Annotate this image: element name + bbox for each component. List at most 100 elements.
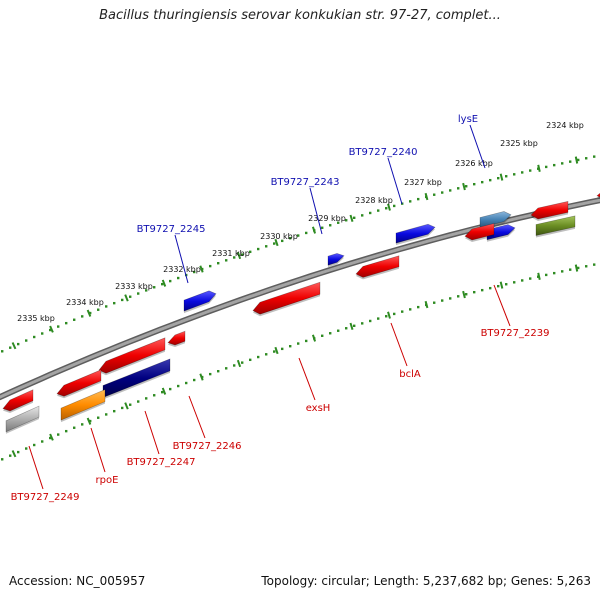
ruler-dot [129,403,132,406]
gene-BT9727_2243-arrow[interactable] [327,253,345,268]
ruler-dot [137,292,140,295]
ruler-dot [105,413,108,416]
ruler-dot [393,312,396,316]
gene-rpoE-arrow[interactable] [60,389,106,423]
ruler-dot [505,283,508,286]
gene-arrow[interactable] [56,369,102,399]
ruler-tick-label: 2334 kbp [66,298,104,307]
ruler-dot [257,247,260,251]
ruler-dot [457,295,460,298]
gene-BT9727_2247-arrow[interactable] [98,337,166,376]
ruler-dot [105,305,108,308]
ruler-tick-label: 2330 kbp [260,232,298,241]
gene-label-lysE[interactable]: lysE [458,114,478,125]
ruler-dot [361,214,364,217]
ruler-dot [545,273,548,277]
ruler-tick [199,265,204,273]
ruler-dot [321,334,324,337]
gene-label-exsH[interactable]: exsH [306,403,331,414]
ruler-tick [424,300,429,309]
ruler-dot [97,308,100,311]
ruler-tick [499,281,504,289]
ruler-dot [185,381,188,385]
ruler-dot [49,436,52,440]
ruler-dot [449,189,452,192]
ruler-dot [49,328,52,332]
ruler-tick-label: 2333 kbp [115,282,153,291]
ruler-dot [521,279,524,282]
gene-label-BT9727_2243[interactable]: BT9727_2243 [271,177,340,188]
gene-leader-line [387,157,403,205]
gene-leader-line [469,124,486,169]
ruler-dot [161,390,164,394]
ruler-tick [86,417,92,425]
gene-leader-line [493,284,511,327]
ruler-dot [305,231,308,235]
ruler-dot [41,332,44,335]
gene-BT9727_2249-arrow[interactable] [5,405,40,434]
ruler-tick [11,342,17,350]
ruler-dot [233,256,236,259]
ruler-tick [274,238,279,247]
gene-arrow[interactable] [535,215,576,238]
gene-label-rpoE[interactable]: rpoE [96,475,119,486]
gene-BT9727_2246-arrow[interactable] [167,330,186,347]
gene-BT9727_2239-arrow[interactable] [464,223,495,243]
gene-label-BT9727_2240[interactable]: BT9727_2240 [349,147,418,158]
ruler-dot [265,245,268,248]
ruler-dot [433,301,436,304]
ruler-dot [169,387,172,391]
gene-label-BT9727_2246[interactable]: BT9727_2246 [173,441,242,452]
ruler-dot [481,180,484,184]
gene-leader-line [144,410,160,455]
ruler-tick [49,325,54,333]
ruler-dot [553,271,556,275]
ruler-tick-label: 2331 kbp [212,249,250,258]
gene-exsH-arrow[interactable] [252,281,321,317]
gene-label-BT9727_2239[interactable]: BT9727_2239 [481,328,550,339]
ruler-dot [241,253,244,256]
ruler-dot [297,342,300,345]
ruler-dot [33,335,36,339]
ruler-dot [281,347,284,351]
topology-text: Topology: circular; Length: 5,237,682 bp… [261,574,591,588]
ruler-dot [497,176,500,180]
ruler-dot [401,310,404,313]
gene-label-bclA[interactable]: bclA [399,369,421,380]
ruler-dot [113,301,116,305]
ruler-dot [57,433,60,436]
gene-label-BT9727_2249[interactable]: BT9727_2249 [11,492,80,503]
ruler-dot [225,259,228,262]
ruler-tick [161,387,167,395]
gene-BT9727_2240-arrow[interactable] [395,223,436,246]
gene-arrow[interactable] [596,190,600,201]
ruler-dot [89,311,92,315]
ruler-dot [521,171,524,174]
gene-BT9727_2245-arrow[interactable] [183,290,217,314]
ruler-dot [281,239,284,243]
ruler-dot [473,182,476,186]
ruler-dot [145,289,148,292]
ruler-dot [417,305,420,309]
gene-label-BT9727_2247[interactable]: BT9727_2247 [127,457,196,468]
ruler-dot [73,318,76,321]
ruler-dot [441,299,444,302]
ruler-dot [289,237,292,240]
ruler-dot [481,288,484,292]
gene-arrow[interactable] [530,201,569,221]
gene-arrow[interactable] [2,389,34,413]
ruler-tick [499,173,504,181]
ruler-tick [387,203,391,211]
ruler-dot [393,204,396,208]
ruler-tick [537,272,541,280]
ruler-dot [561,162,564,165]
gene-label-BT9727_2245[interactable]: BT9727_2245 [137,224,206,235]
ruler-dot [577,158,580,162]
ruler-dot [577,266,580,270]
ruler-dot [337,329,340,332]
gene-bclA-arrow[interactable] [355,255,400,280]
ruler-dot [81,315,84,318]
ruler-dot [89,419,92,423]
ruler-dot [9,454,12,457]
